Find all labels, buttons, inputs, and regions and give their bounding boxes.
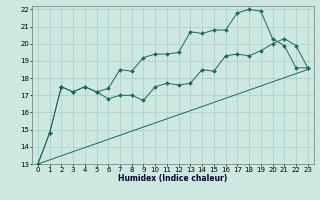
X-axis label: Humidex (Indice chaleur): Humidex (Indice chaleur) — [118, 174, 228, 183]
